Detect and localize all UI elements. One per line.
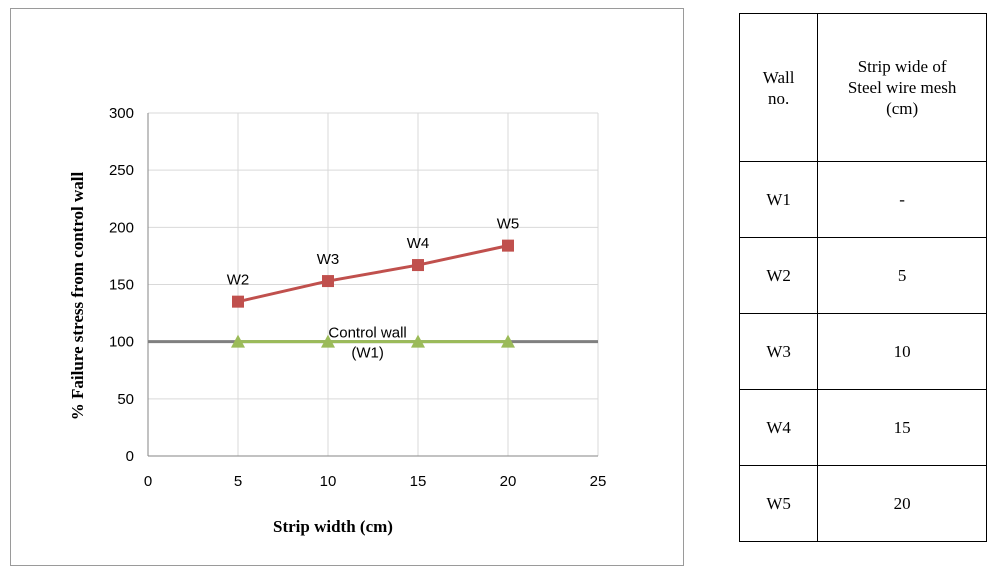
x-tick-label: 5 bbox=[234, 473, 242, 490]
square-marker bbox=[232, 295, 244, 308]
table-row: W1 - bbox=[738, 161, 987, 238]
series-line bbox=[237, 244, 509, 304]
table-header-row: Wall no. Strip wide of Steel wire mesh (… bbox=[738, 13, 987, 162]
table-row: W4 15 bbox=[738, 389, 987, 466]
header-line: no. bbox=[767, 88, 790, 108]
y-tick-label: 100 bbox=[109, 334, 134, 351]
cell-strip-width: - bbox=[817, 161, 987, 238]
control-wall-annotation: Control wall bbox=[328, 325, 406, 342]
header-wall-no: Wall no. bbox=[738, 13, 819, 162]
x-tick-label: 25 bbox=[590, 473, 607, 490]
cell-strip-width: 20 bbox=[817, 465, 987, 542]
chart-frame: 0 50 100 150 200 250 300 0 5 10 15 20 25 W2 W3 W4 W5 Con… bbox=[10, 8, 684, 566]
cell-strip-width: 15 bbox=[817, 389, 987, 466]
y-tick-label: 300 bbox=[109, 105, 134, 122]
data-point-label: W4 bbox=[407, 235, 430, 252]
line-chart: 0 50 100 150 200 250 300 0 5 10 15 20 25 W2 W3 W4 W5 Con… bbox=[68, 105, 606, 536]
data-series bbox=[148, 239, 598, 348]
cell-wall: W5 bbox=[738, 465, 819, 542]
square-marker bbox=[322, 275, 334, 288]
control-wall-annotation: (W1) bbox=[351, 345, 384, 362]
square-marker bbox=[502, 239, 514, 252]
data-point-label: W2 bbox=[227, 272, 250, 289]
cell-wall: W2 bbox=[738, 237, 819, 314]
cell-wall: W1 bbox=[738, 161, 819, 238]
table-row: W3 10 bbox=[738, 313, 987, 390]
cell-wall: W4 bbox=[738, 389, 819, 466]
header-strip-width: Strip wide of Steel wire mesh (cm) bbox=[817, 13, 987, 162]
cell-strip-width: 5 bbox=[817, 237, 987, 314]
table-row: W2 5 bbox=[738, 237, 987, 314]
triangle-marker bbox=[321, 334, 335, 348]
triangle-marker bbox=[501, 334, 515, 348]
data-point-label: W5 bbox=[497, 216, 520, 233]
square-marker bbox=[412, 259, 424, 272]
tick-labels: 0 50 100 150 200 250 300 0 5 10 15 20 25 bbox=[109, 105, 606, 490]
header-line: (cm) bbox=[886, 99, 919, 118]
y-axis-title: % Failure stress from control wall bbox=[68, 171, 87, 420]
grid-lines bbox=[147, 112, 599, 457]
point-labels: W2 W3 W4 W5 Control wall (W1) bbox=[227, 216, 520, 362]
header-line: Steel wire mesh bbox=[847, 78, 957, 97]
table-row: W5 20 bbox=[738, 465, 987, 542]
x-tick-label: 15 bbox=[410, 473, 427, 490]
x-tick-label: 20 bbox=[500, 473, 517, 490]
y-tick-label: 250 bbox=[109, 162, 134, 179]
y-tick-label: 0 bbox=[126, 448, 134, 465]
x-tick-label: 10 bbox=[320, 473, 337, 490]
data-point-label: W3 bbox=[317, 251, 340, 268]
header-line: Strip wide of bbox=[857, 57, 947, 76]
wall-spec-table: Wall no. Strip wide of Steel wire mesh (… bbox=[738, 13, 987, 542]
x-tick-label: 0 bbox=[144, 473, 152, 490]
triangle-marker bbox=[231, 334, 245, 348]
y-tick-label: 50 bbox=[117, 391, 134, 408]
y-tick-label: 200 bbox=[109, 219, 134, 236]
header-line: Wall bbox=[762, 67, 795, 87]
axes bbox=[147, 113, 598, 457]
y-tick-label: 150 bbox=[109, 277, 134, 294]
x-axis-title: Strip width (cm) bbox=[273, 517, 393, 536]
triangle-marker bbox=[411, 334, 425, 348]
cell-wall: W3 bbox=[738, 313, 819, 390]
cell-strip-width: 10 bbox=[817, 313, 987, 390]
